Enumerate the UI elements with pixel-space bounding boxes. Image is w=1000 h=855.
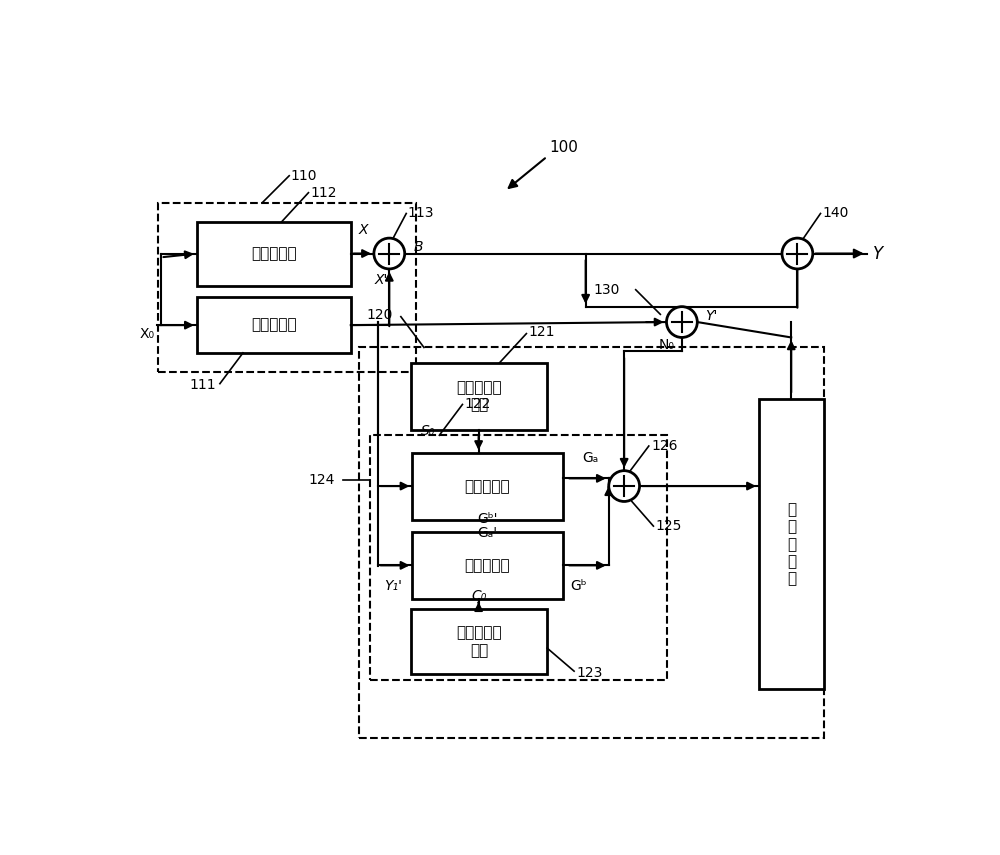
Text: Gᵇ: Gᵇ	[570, 579, 587, 593]
Text: 第一放大器: 第一放大器	[465, 479, 510, 494]
Text: X': X'	[375, 274, 388, 287]
Text: 122: 122	[465, 398, 491, 411]
Text: 第
二
延
时
器: 第 二 延 时 器	[787, 502, 796, 587]
Text: X₀: X₀	[139, 327, 154, 341]
Text: 130: 130	[593, 283, 620, 297]
Text: 111: 111	[189, 378, 216, 392]
Text: X: X	[358, 223, 368, 238]
Text: 第二信号生
成器: 第二信号生 成器	[456, 625, 502, 657]
Text: 123: 123	[576, 666, 603, 680]
Text: 125: 125	[655, 519, 681, 534]
Circle shape	[667, 307, 697, 338]
Text: 第一信号生
成器: 第一信号生 成器	[456, 380, 502, 413]
Text: 100: 100	[549, 140, 578, 155]
Bar	[158, 203, 416, 372]
Text: S₀: S₀	[421, 423, 435, 438]
Text: C₀: C₀	[471, 589, 486, 603]
Circle shape	[609, 470, 640, 502]
Bar	[411, 610, 547, 674]
Text: Gᵇ': Gᵇ'	[477, 512, 498, 526]
Text: 第一延时器: 第一延时器	[251, 246, 297, 262]
Bar	[411, 363, 547, 430]
Bar	[197, 298, 351, 353]
Bar	[412, 453, 563, 520]
Text: B: B	[414, 240, 423, 254]
Text: Gₐ': Gₐ'	[477, 526, 498, 540]
Bar	[197, 222, 351, 286]
Text: 110: 110	[291, 168, 317, 183]
Text: 120: 120	[366, 308, 393, 322]
Bar	[358, 347, 824, 738]
Bar	[370, 435, 667, 680]
Text: 126: 126	[651, 439, 678, 453]
Bar	[412, 533, 563, 599]
Text: 高通滤波器: 高通滤波器	[251, 317, 297, 333]
Text: 121: 121	[529, 325, 555, 339]
Text: Y': Y'	[705, 309, 717, 323]
Text: 113: 113	[408, 206, 434, 221]
Text: Gₐ: Gₐ	[582, 451, 598, 464]
Text: N₀: N₀	[658, 338, 674, 352]
Text: Y: Y	[873, 245, 883, 262]
Text: 124: 124	[308, 473, 335, 486]
Circle shape	[782, 239, 813, 269]
Text: Y₁': Y₁'	[384, 579, 402, 593]
Text: 140: 140	[823, 206, 849, 221]
Bar	[759, 399, 824, 689]
Text: 第二放大器: 第二放大器	[465, 558, 510, 573]
Text: 112: 112	[311, 186, 337, 200]
Circle shape	[374, 239, 405, 269]
